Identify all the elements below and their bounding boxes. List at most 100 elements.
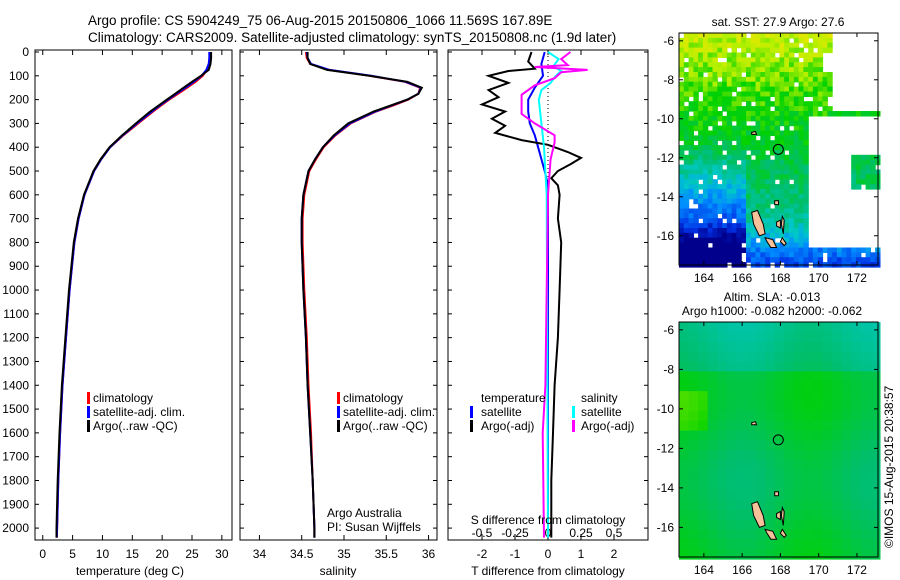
map-cell	[793, 101, 800, 107]
map-cell	[774, 130, 781, 136]
map-cell	[774, 381, 785, 392]
map-cell	[851, 489, 862, 501]
map-cell	[693, 150, 699, 156]
map-cell	[741, 140, 747, 146]
s-tick-label: 0.25	[569, 526, 593, 540]
map-cell	[698, 47, 704, 54]
map-cell	[755, 101, 761, 107]
map-cell	[803, 179, 809, 185]
map-cell	[793, 381, 804, 392]
map-cell	[803, 223, 809, 229]
map-cell	[769, 130, 776, 136]
map-cell	[774, 159, 781, 166]
map-cell	[765, 179, 771, 185]
map-cell	[755, 257, 761, 263]
map-cell	[736, 539, 747, 550]
map-cell	[812, 509, 824, 521]
map-cell	[679, 410, 690, 422]
map-cell	[717, 480, 728, 491]
map-cell	[688, 401, 699, 412]
title-line-1: Argo profile: CS 5904249_75 06-Aug-2015 …	[88, 13, 552, 28]
map-cell	[722, 135, 728, 141]
map-cell	[679, 145, 685, 151]
map-cell	[760, 184, 766, 190]
map-cell	[841, 410, 852, 422]
map-cell	[779, 193, 785, 200]
map-cell	[755, 341, 766, 353]
map-cell	[779, 96, 785, 102]
map-cell	[698, 67, 704, 73]
map-cell	[755, 81, 761, 88]
map-cell	[746, 42, 752, 49]
map-cell	[702, 101, 709, 107]
map-cell	[688, 450, 699, 461]
map-cell	[702, 228, 709, 234]
map-cell	[774, 232, 781, 239]
map-cell	[693, 120, 699, 127]
map-cell	[746, 371, 757, 382]
map-cell	[683, 174, 690, 180]
map-cell	[774, 247, 781, 253]
map-cell	[679, 125, 685, 132]
map-cell	[688, 130, 694, 136]
map-cell	[698, 81, 704, 88]
island-coastline	[776, 510, 781, 521]
map-cell	[698, 135, 704, 141]
map-cell	[717, 164, 723, 171]
map-cell	[822, 410, 833, 422]
map-cell	[789, 115, 795, 122]
map-cell	[698, 203, 704, 210]
map-cell	[741, 193, 747, 200]
map-cell	[698, 86, 704, 93]
map-cell	[793, 62, 800, 68]
map-cell	[712, 242, 718, 249]
map-cell	[774, 361, 785, 372]
map-cell	[851, 159, 857, 166]
map-cell	[755, 33, 761, 39]
map-cell	[736, 252, 742, 258]
map-cell	[832, 341, 843, 353]
map-cell	[793, 252, 800, 258]
map-cell	[707, 135, 714, 141]
map-cell	[798, 140, 804, 146]
map-cell	[803, 539, 814, 550]
map-cell	[789, 184, 795, 190]
x-tick-label: 0	[39, 547, 46, 561]
map-cell	[779, 140, 785, 146]
map-cell	[760, 42, 766, 49]
island-coastline	[774, 200, 779, 206]
map-cell	[741, 154, 747, 161]
map-cell	[722, 67, 728, 73]
y-tick-label: 1900	[2, 497, 29, 511]
map-cell	[736, 247, 742, 253]
map-cell	[698, 120, 704, 127]
map-cell	[765, 420, 776, 432]
map-cell	[712, 130, 718, 136]
map-cell	[726, 450, 737, 461]
map-cell	[817, 86, 824, 93]
map-cell	[765, 470, 776, 481]
map-cell	[827, 106, 833, 112]
map-cell	[765, 322, 776, 333]
map-cell	[769, 189, 776, 195]
map-cell	[707, 111, 714, 117]
map-cell	[793, 111, 800, 117]
map-cell	[746, 72, 752, 78]
map-cell	[784, 174, 790, 180]
map-cell	[870, 440, 881, 451]
legend-swatch-s-argo	[572, 420, 575, 432]
map-cell	[812, 33, 819, 39]
map-cell	[851, 184, 857, 190]
map-cell	[769, 57, 776, 63]
map-cell	[784, 145, 790, 151]
map-cell	[846, 252, 852, 258]
legend-swatch-s-satellite	[572, 406, 575, 418]
map-cell	[769, 184, 776, 190]
map-cell	[741, 125, 747, 132]
map-cell	[726, 252, 733, 258]
map-cell	[793, 174, 800, 180]
map-cell	[746, 125, 752, 132]
map-cell	[707, 67, 714, 73]
map-cell	[812, 529, 824, 540]
map-cell	[784, 381, 795, 392]
